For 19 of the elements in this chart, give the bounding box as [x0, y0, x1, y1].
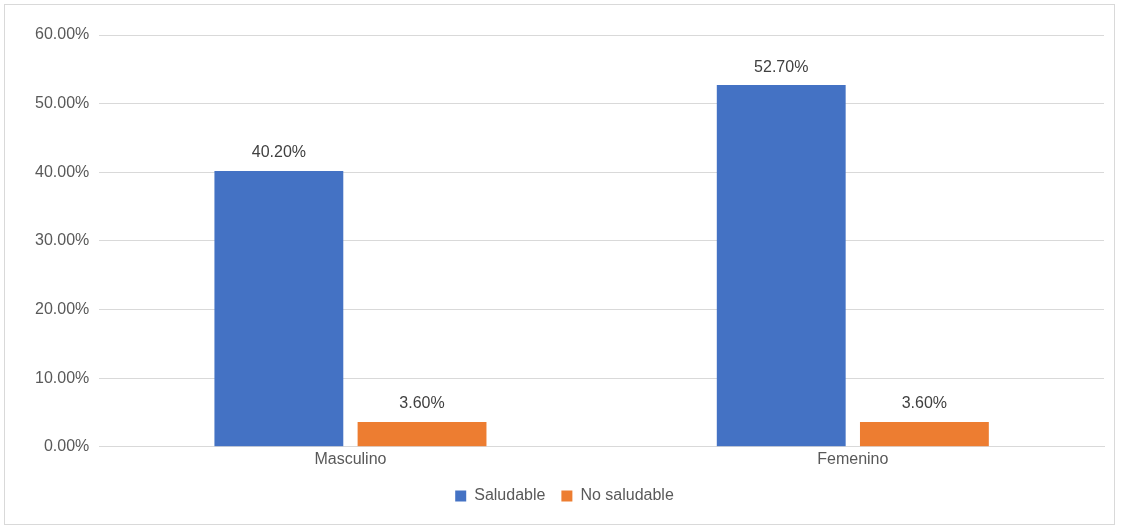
y-tick-label: 60.00%	[35, 25, 90, 43]
legend-label: No saludable	[580, 486, 674, 504]
bar	[214, 170, 344, 447]
data-label: 3.60%	[399, 394, 445, 412]
y-tick-label: 10.00%	[35, 368, 90, 386]
x-tick-label: Femenino	[817, 449, 889, 467]
bar	[357, 422, 487, 447]
y-tick-label: 0.00%	[43, 437, 90, 455]
y-tick-label: 30.00%	[35, 231, 90, 249]
data-label: 3.60%	[901, 394, 948, 412]
x-tick-label: Masculino	[314, 449, 387, 467]
y-tick-label: 20.00%	[35, 299, 90, 317]
y-tick-label: 50.00%	[35, 94, 90, 112]
bar	[859, 422, 989, 447]
legend-label: Saludable	[474, 486, 546, 504]
bar	[716, 85, 846, 447]
y-tick-label: 40.00%	[35, 162, 90, 180]
data-label: 40.20%	[251, 143, 306, 161]
data-label: 52.70%	[754, 57, 809, 75]
